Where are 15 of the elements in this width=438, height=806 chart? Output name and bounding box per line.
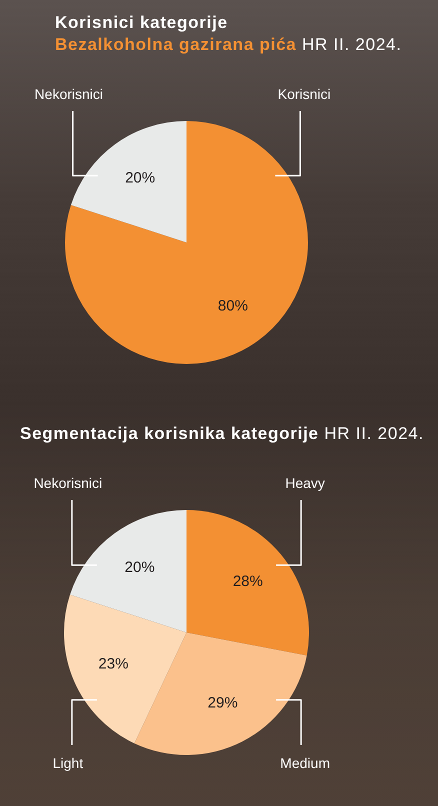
slice-label: Light <box>52 755 84 771</box>
slice-label: Medium <box>280 755 330 771</box>
chart-title: Korisnici kategorije <box>55 13 228 32</box>
chart-title: Segmentacija korisnika kategorije HR II. 2024. <box>20 424 424 443</box>
data-label: 23% <box>98 655 128 672</box>
data-label: 29% <box>208 694 238 712</box>
slice-label: Korisnici <box>278 86 331 102</box>
slice-label: Nekorisnici <box>34 475 102 491</box>
data-label: 80% <box>218 298 248 315</box>
slice-label: Heavy <box>285 475 325 491</box>
slice-label: Nekorisnici <box>34 86 104 102</box>
chart-subtitle: Bezalkoholna gazirana pića HR II. 2024. <box>55 35 402 54</box>
data-label: 20% <box>125 170 156 187</box>
data-label: 20% <box>124 559 155 576</box>
data-label: 28% <box>232 572 263 590</box>
